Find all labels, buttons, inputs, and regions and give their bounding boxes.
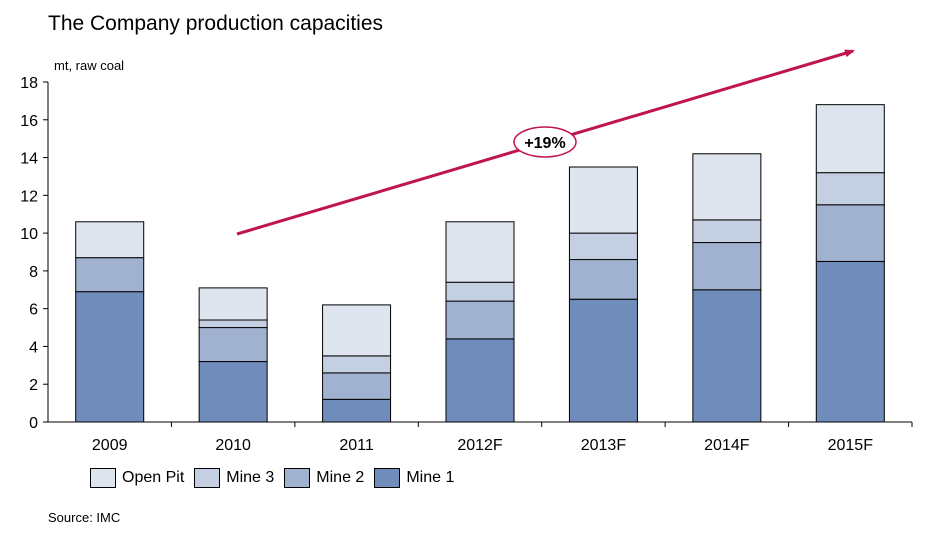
- growth-callout-label: +19%: [524, 135, 565, 152]
- bar-segment-mine-1-2014f: [692, 289, 762, 423]
- bar-segment-mine-2-2011: [322, 372, 392, 400]
- bar-segment-mine-3-2013f: [568, 232, 638, 261]
- legend-swatch: [90, 468, 116, 488]
- bar-segment-open-pit-2010: [198, 287, 268, 321]
- bar-segment-mine-2-2012f: [445, 300, 515, 340]
- legend-item-mine-2: Mine 2: [284, 468, 364, 488]
- legend-item-mine-1: Mine 1: [374, 468, 454, 488]
- bar-segment-mine-3-2011: [322, 355, 392, 374]
- x-tick-label: 2012F: [457, 437, 503, 454]
- legend-swatch: [194, 468, 221, 488]
- x-tick-label: 2014F: [704, 437, 750, 454]
- bar-segment-open-pit-2009: [75, 221, 145, 259]
- bar-segment-mine-3-2010: [198, 319, 268, 329]
- legend-label: Mine 3: [226, 469, 275, 486]
- y-tick-label: 12: [20, 188, 38, 205]
- source-note: Source: IMC: [48, 510, 121, 525]
- bar-segment-mine-1-2010: [198, 361, 268, 423]
- y-tick-label: 8: [29, 264, 38, 281]
- y-tick-label: 6: [29, 302, 38, 319]
- y-tick-label: 2: [29, 377, 38, 394]
- bar-segment-mine-2-2015f: [815, 204, 885, 262]
- x-tick-label: 2010: [215, 437, 251, 454]
- chart-title: The Company production capacities: [48, 12, 384, 35]
- bar-segment-mine-2-2014f: [692, 242, 762, 291]
- bar-segment-mine-1-2011: [322, 398, 392, 423]
- bar-segment-mine-1-2009: [75, 291, 145, 423]
- bar-segment-mine-1-2015f: [815, 260, 885, 423]
- legend-label: Open Pit: [122, 469, 185, 486]
- bar-segment-mine-3-2015f: [815, 172, 885, 206]
- x-tick-label: 2009: [92, 437, 128, 454]
- legend: Open Pit Mine 3 Mine 2 Mine 1: [90, 468, 464, 488]
- bar-segment-mine-2-2010: [198, 327, 268, 363]
- y-tick-label: 4: [29, 339, 38, 356]
- legend-swatch: [374, 468, 401, 488]
- y-tick-label: 16: [20, 113, 38, 130]
- x-tick-label: 2011: [339, 437, 374, 454]
- bar-segment-mine-3-2014f: [692, 219, 762, 244]
- y-tick-label: 14: [20, 151, 38, 168]
- bar-segment-open-pit-2015f: [815, 104, 885, 174]
- bar-segment-mine-1-2013f: [568, 298, 638, 423]
- bar-segment-mine-2-2009: [75, 257, 145, 293]
- x-tick-label: 2013F: [581, 437, 627, 454]
- bar-segment-open-pit-2014f: [692, 153, 762, 221]
- legend-item-open-pit: Open Pit: [90, 468, 184, 488]
- bar-segment-mine-1-2012f: [445, 338, 515, 423]
- bar-segment-mine-3-2012f: [445, 281, 515, 302]
- legend-swatch: [284, 468, 311, 488]
- legend-item-mine-3: Mine 3: [194, 468, 274, 488]
- bar-segment-open-pit-2012f: [445, 221, 515, 283]
- y-tick-label: 18: [20, 75, 38, 92]
- bar-segment-mine-2-2013f: [568, 259, 638, 300]
- bar-segment-open-pit-2013f: [568, 166, 638, 234]
- y-tick-label: 10: [20, 226, 38, 243]
- bar-segment-open-pit-2011: [322, 304, 392, 357]
- y-tick-label: 0: [29, 415, 38, 432]
- x-tick-label: 2015F: [828, 437, 874, 454]
- legend-label: Mine 1: [406, 469, 455, 486]
- y-axis-label: mt, raw coal: [54, 58, 124, 73]
- growth-callout: [513, 126, 577, 158]
- legend-label: Mine 2: [316, 469, 365, 486]
